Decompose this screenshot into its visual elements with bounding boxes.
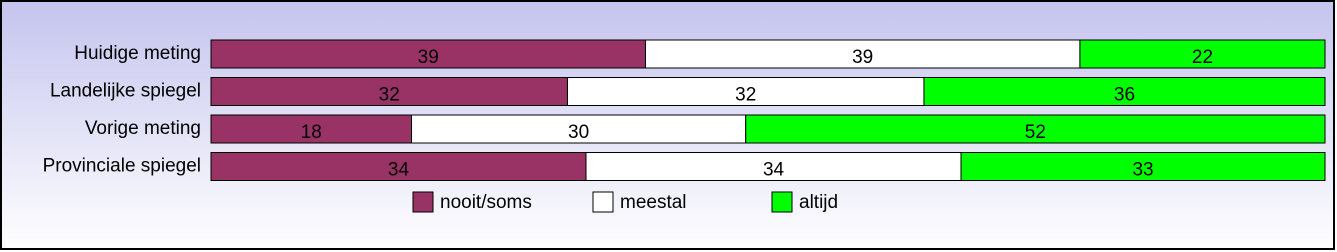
- data-label: 33: [1132, 160, 1153, 181]
- legend-label: nooit/soms: [440, 192, 532, 213]
- bar-segment: [923, 77, 1326, 106]
- bar-segment: [585, 152, 962, 181]
- data-label: 36: [1114, 85, 1135, 106]
- legend-label: altijd: [799, 192, 838, 213]
- data-label: 18: [301, 122, 322, 143]
- y-tick-label: Vorige meting: [85, 118, 201, 139]
- data-label: 22: [1192, 47, 1213, 68]
- data-label: 34: [388, 160, 410, 181]
- data-label: 52: [1025, 122, 1046, 143]
- data-label: 32: [379, 85, 400, 106]
- bar-segment: [210, 77, 568, 106]
- data-label: 39: [852, 47, 873, 68]
- bar-segment: [210, 114, 413, 144]
- y-tick-label: Landelijke spiegel: [50, 81, 201, 102]
- data-label: 32: [735, 85, 756, 106]
- bar-segment: [644, 39, 1081, 69]
- y-tick-label: Huidige meting: [74, 43, 201, 64]
- y-tick-label: Provinciale spiegel: [43, 156, 201, 177]
- bar-segment: [960, 152, 1326, 181]
- data-label: 34: [763, 160, 785, 181]
- legend-swatch: [592, 191, 614, 213]
- legend-swatch: [771, 191, 793, 213]
- data-label: 39: [418, 47, 439, 68]
- bar-segment: [411, 114, 747, 144]
- data-label: 30: [568, 122, 589, 143]
- bar-segment: [210, 39, 646, 69]
- legend-label: meestal: [620, 192, 687, 213]
- bar-segment: [1079, 39, 1326, 69]
- bar-segment: [566, 77, 925, 106]
- legend-swatch: [412, 191, 434, 213]
- bar-segment: [745, 114, 1326, 144]
